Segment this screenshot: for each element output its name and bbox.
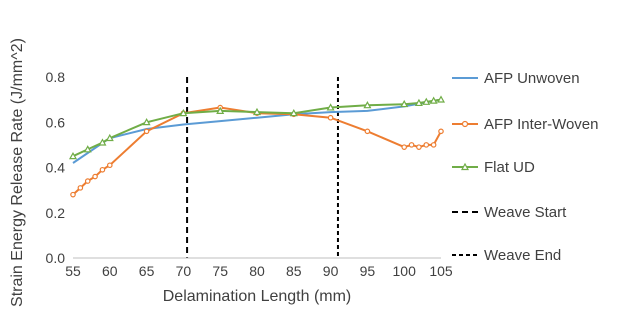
x-tick-label: 65 (139, 263, 155, 279)
legend: AFP Unwoven AFP Inter-Woven Flat UD Weave S… (452, 70, 599, 264)
legend-marker (461, 120, 469, 128)
series-line-1 (72, 106, 442, 196)
legend-marker (460, 162, 470, 171)
y-axis-title: Strain Energy Release Rate (J/mm^2) (9, 38, 26, 307)
data-point (142, 118, 151, 126)
data-point (414, 98, 423, 107)
x-tick-label: 105 (429, 263, 453, 279)
y-tick-label: 0.8 (46, 69, 66, 85)
x-tick-label: 80 (249, 263, 265, 279)
data-point (68, 151, 78, 160)
data-point (77, 185, 84, 191)
x-tick-label: 60 (102, 263, 118, 279)
data-point (408, 142, 415, 148)
legend-label: AFP Unwoven (484, 70, 580, 87)
data-point (430, 142, 437, 148)
x-axis-title: Delamination Length (mm) (163, 288, 352, 305)
data-point (400, 99, 409, 108)
data-point (436, 95, 446, 103)
data-point (423, 142, 430, 148)
legend-label: Weave Start (484, 204, 567, 221)
series-line-0 (72, 98, 442, 164)
data-point (179, 108, 188, 117)
series-line-2 (72, 98, 442, 158)
legend-label: Weave End (484, 247, 561, 264)
data-point (401, 144, 408, 150)
data-point (216, 106, 225, 114)
data-point (438, 128, 444, 135)
data-point (99, 166, 106, 173)
data-point (70, 191, 76, 198)
data-point (84, 178, 91, 184)
legend-label: Flat UD (484, 159, 535, 176)
data-point (422, 97, 431, 105)
legend-label: AFP Inter-Woven (484, 116, 599, 133)
y-tick-label: 0.4 (46, 160, 66, 176)
data-point (107, 162, 113, 169)
data-point (364, 128, 371, 135)
data-point (92, 173, 98, 180)
x-tick-label: 85 (286, 263, 302, 279)
x-tick-label: 90 (323, 263, 339, 279)
data-point (105, 133, 114, 142)
data-point (252, 107, 262, 116)
x-tick-label: 70 (176, 263, 192, 279)
x-tick-label: 55 (65, 263, 81, 279)
data-point (327, 114, 334, 121)
x-tick-label: 75 (212, 263, 228, 279)
data-point (143, 128, 150, 135)
y-tick-label: 0.6 (46, 114, 66, 130)
data-point (429, 96, 438, 104)
data-point (326, 103, 335, 111)
axes: 55 60 65 70 75 80 85 90 95 100 105 0.0 0.2 0.4 0.6 0.8 D… (9, 38, 453, 307)
data-point (289, 108, 298, 117)
y-tick-label: 0.0 (46, 250, 66, 266)
data-point (98, 138, 107, 146)
y-tick-label: 0.2 (46, 205, 66, 221)
x-tick-label: 100 (393, 263, 417, 279)
data-point (83, 145, 92, 153)
data-point (416, 144, 422, 150)
data-point (363, 101, 372, 109)
plot-area (68, 77, 446, 258)
x-tick-label: 95 (360, 263, 376, 279)
